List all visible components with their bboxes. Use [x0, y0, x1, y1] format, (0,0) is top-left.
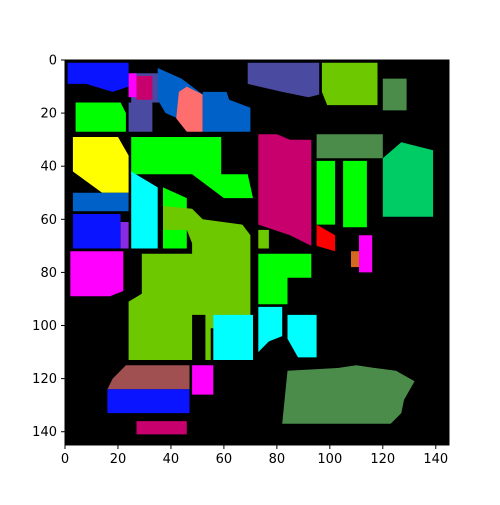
- x-tick-label: 40: [163, 452, 180, 467]
- y-tick-label: 0: [49, 54, 57, 69]
- y-tick-label: 140: [32, 425, 57, 440]
- heatmap-region-slate: [247, 62, 320, 98]
- heatmap-region-magenta: [70, 251, 124, 297]
- y-tick-label: 100: [32, 319, 57, 334]
- heatmap-region-mint: [382, 142, 434, 217]
- heatmap-region-green: [316, 160, 336, 225]
- heatmap-region-green: [131, 137, 253, 199]
- plot-frame: [64, 59, 450, 446]
- heatmap-region-steel-blue: [202, 91, 251, 132]
- x-tick-label: 140: [423, 452, 448, 467]
- heatmap-region-cyan: [213, 314, 253, 360]
- x-tick-label: 120: [370, 452, 395, 467]
- heatmap-region-green: [75, 102, 126, 132]
- heatmap-region-magenta: [128, 73, 137, 98]
- x-axis: 0 20 40 60 80 100 120 140: [61, 445, 448, 467]
- heatmap-region-blue: [107, 389, 190, 414]
- heatmap-region-muted-green: [316, 134, 383, 159]
- y-tick-label: 40: [40, 160, 57, 175]
- plot-area: [64, 59, 450, 446]
- y-tick-label: 60: [40, 213, 57, 228]
- heatmap-region-yellow: [72, 137, 129, 193]
- x-tick-label: 60: [216, 452, 233, 467]
- heatmap-region-muted-green: [382, 78, 407, 111]
- heatmap-region-magenta: [192, 365, 214, 395]
- heatmap-region-cyan: [287, 314, 317, 358]
- heatmap-region-brown: [107, 365, 190, 390]
- heatmap-region-blue: [72, 214, 121, 249]
- heatmap-region-cyan: [131, 171, 158, 249]
- heatmap-region-orange: [351, 251, 362, 268]
- heatmap-region-magenta: [359, 235, 373, 273]
- heatmap-region-red: [316, 224, 336, 252]
- y-tick-label: 120: [32, 372, 57, 387]
- heatmap-region-olive-green: [321, 62, 378, 106]
- heatmap-region-salmon: [176, 86, 203, 132]
- x-tick-label: 100: [317, 452, 342, 467]
- heatmap-region-olive-green: [258, 229, 269, 249]
- heatmap-region-cyan: [258, 306, 283, 353]
- heatmap-region-slate: [128, 102, 153, 132]
- y-tick-label: 20: [40, 107, 57, 122]
- heatmap-region-crimson: [258, 134, 312, 246]
- x-tick-label: 20: [110, 452, 127, 467]
- heatmap-region-muted-green: [282, 365, 415, 424]
- heatmap-region-green: [343, 160, 367, 228]
- x-tick-label: 0: [61, 452, 69, 467]
- heatmap-region-crimson: [136, 75, 153, 100]
- heatmap-region-green: [258, 253, 312, 305]
- y-axis: 0 20 40 60 80 100 120 140: [32, 54, 65, 440]
- y-tick-label: 80: [40, 266, 57, 281]
- heatmap-region-purple: [120, 222, 129, 249]
- heatmap-region-steel-blue: [72, 192, 129, 212]
- heatmap-region-crimson: [136, 421, 187, 435]
- x-tick-label: 80: [269, 452, 286, 467]
- heatmap-region-blue: [67, 62, 129, 92]
